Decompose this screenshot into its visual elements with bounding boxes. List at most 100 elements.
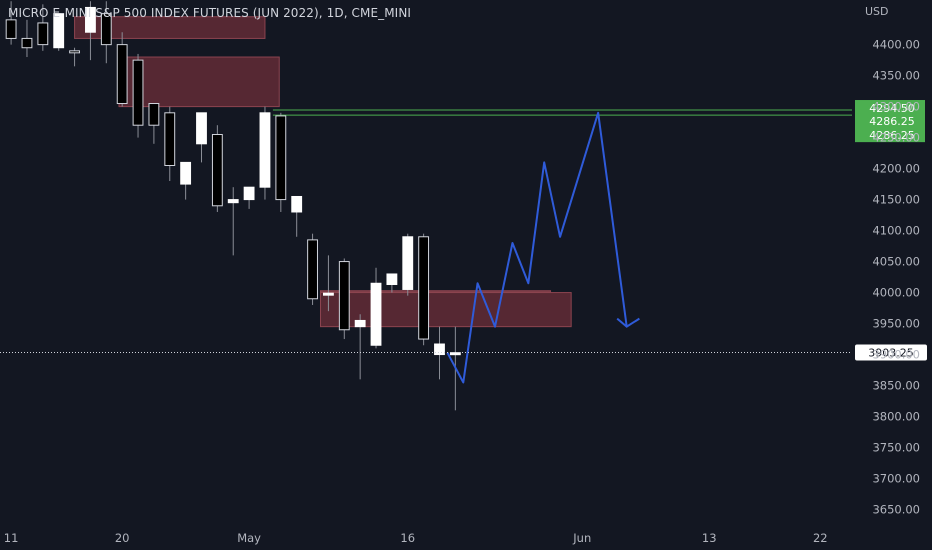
candle-body — [243, 186, 255, 201]
time-axis: 11 20 May 16 Jun 13 22 — [4, 531, 828, 545]
candle — [402, 233, 414, 296]
candle-body — [37, 22, 49, 46]
x-tick-label: 11 — [4, 531, 19, 545]
candle — [323, 255, 334, 312]
y-tick-label: 4250.00 — [872, 131, 920, 145]
candle — [275, 112, 287, 212]
y-tick-label: 4050.00 — [872, 255, 920, 269]
y-tick-label: 3950.00 — [872, 317, 920, 331]
candle-body — [5, 19, 17, 39]
candle — [37, 4, 49, 51]
zone-rect — [118, 56, 280, 108]
y-tick-label: 4300.00 — [872, 100, 920, 114]
projection-line — [446, 111, 628, 384]
candle — [418, 233, 430, 346]
candle — [148, 103, 160, 144]
candle-body — [69, 50, 80, 54]
currency-label: USD — [865, 5, 889, 18]
candle — [307, 233, 318, 305]
y-tick-label: 3850.00 — [872, 379, 920, 393]
last-price-tag — [855, 344, 927, 361]
candle-body — [100, 13, 112, 46]
candle — [434, 326, 445, 380]
candlesticks — [5, 1, 461, 411]
x-tick-label: 16 — [400, 531, 415, 545]
y-tick-label: 3700.00 — [872, 472, 920, 486]
candle — [196, 112, 207, 163]
level-price-label: 4294.50 — [869, 102, 915, 115]
x-tick-label: May — [237, 531, 261, 545]
candle-body — [211, 134, 223, 207]
candle — [164, 106, 176, 181]
level-price-label: 4286.25 — [869, 115, 915, 128]
candle-body — [148, 103, 160, 126]
y-tick-label: 3800.00 — [872, 410, 920, 424]
candle — [116, 32, 128, 107]
x-tick-label: 22 — [813, 531, 828, 545]
candle-body — [434, 343, 445, 356]
candle-body — [53, 13, 65, 49]
supply-demand-zones — [74, 16, 572, 328]
candle — [53, 13, 65, 51]
candle — [85, 1, 96, 61]
candle-body — [323, 292, 334, 296]
candle — [211, 125, 223, 212]
x-tick-label: Jun — [572, 531, 591, 545]
level-price-label: 4286.25 — [869, 129, 915, 142]
projection-arrowhead — [616, 317, 640, 328]
candle — [243, 186, 255, 209]
level-price-tag — [855, 100, 925, 116]
y-tick-label: 4150.00 — [872, 193, 920, 207]
y-tick-label: 3900.00 — [872, 348, 920, 362]
level-price-tag — [855, 113, 925, 129]
candle-body — [386, 273, 398, 286]
y-tick-label: 4100.00 — [872, 224, 920, 238]
symbol-title: MICRO E-MINI S&P 500 INDEX FUTURES (JUN … — [8, 6, 412, 20]
y-tick-label: 4000.00 — [872, 286, 920, 300]
zone-rect — [319, 290, 552, 293]
candle-body — [85, 6, 96, 33]
candle — [370, 267, 382, 349]
candle-body — [275, 115, 287, 201]
candle-body — [370, 282, 382, 346]
last-price-line: 3903.25 — [0, 344, 927, 361]
candle — [21, 19, 33, 58]
candle — [180, 161, 192, 200]
price-axis: 4400.00 4350.00 4300.00 4250.00 4200.00 4150.… — [872, 38, 920, 517]
y-tick-label: 3650.00 — [872, 503, 920, 517]
candle-body — [132, 59, 144, 126]
candle — [227, 187, 239, 256]
candle-body — [307, 239, 318, 300]
candle-body — [338, 261, 350, 331]
candle — [354, 314, 366, 380]
y-tick-label: 4200.00 — [872, 162, 920, 176]
projection-path — [446, 111, 640, 384]
candle-body — [291, 195, 303, 213]
candle — [386, 273, 398, 293]
y-tick-label: 3750.00 — [872, 441, 920, 455]
candle-body — [449, 352, 461, 356]
candle-body — [180, 161, 192, 185]
candle-body — [116, 44, 128, 105]
x-tick-label: 13 — [702, 531, 717, 545]
candle — [5, 1, 17, 45]
last-price-label: 3903.25 — [868, 347, 914, 360]
candle-body — [354, 319, 366, 328]
candle-body — [227, 199, 239, 204]
candle — [100, 1, 112, 64]
candle-body — [164, 112, 176, 166]
candle — [259, 106, 271, 200]
candle — [338, 258, 350, 340]
candle — [291, 195, 303, 237]
candle-body — [418, 236, 430, 340]
candle — [132, 53, 144, 138]
y-tick-label: 4350.00 — [872, 69, 920, 83]
candle-body — [259, 112, 271, 188]
candle-body — [402, 236, 414, 290]
level-price-tag — [855, 127, 925, 143]
x-tick-label: 20 — [115, 531, 130, 545]
y-tick-label: 4400.00 — [872, 38, 920, 52]
candle-body — [21, 37, 33, 49]
